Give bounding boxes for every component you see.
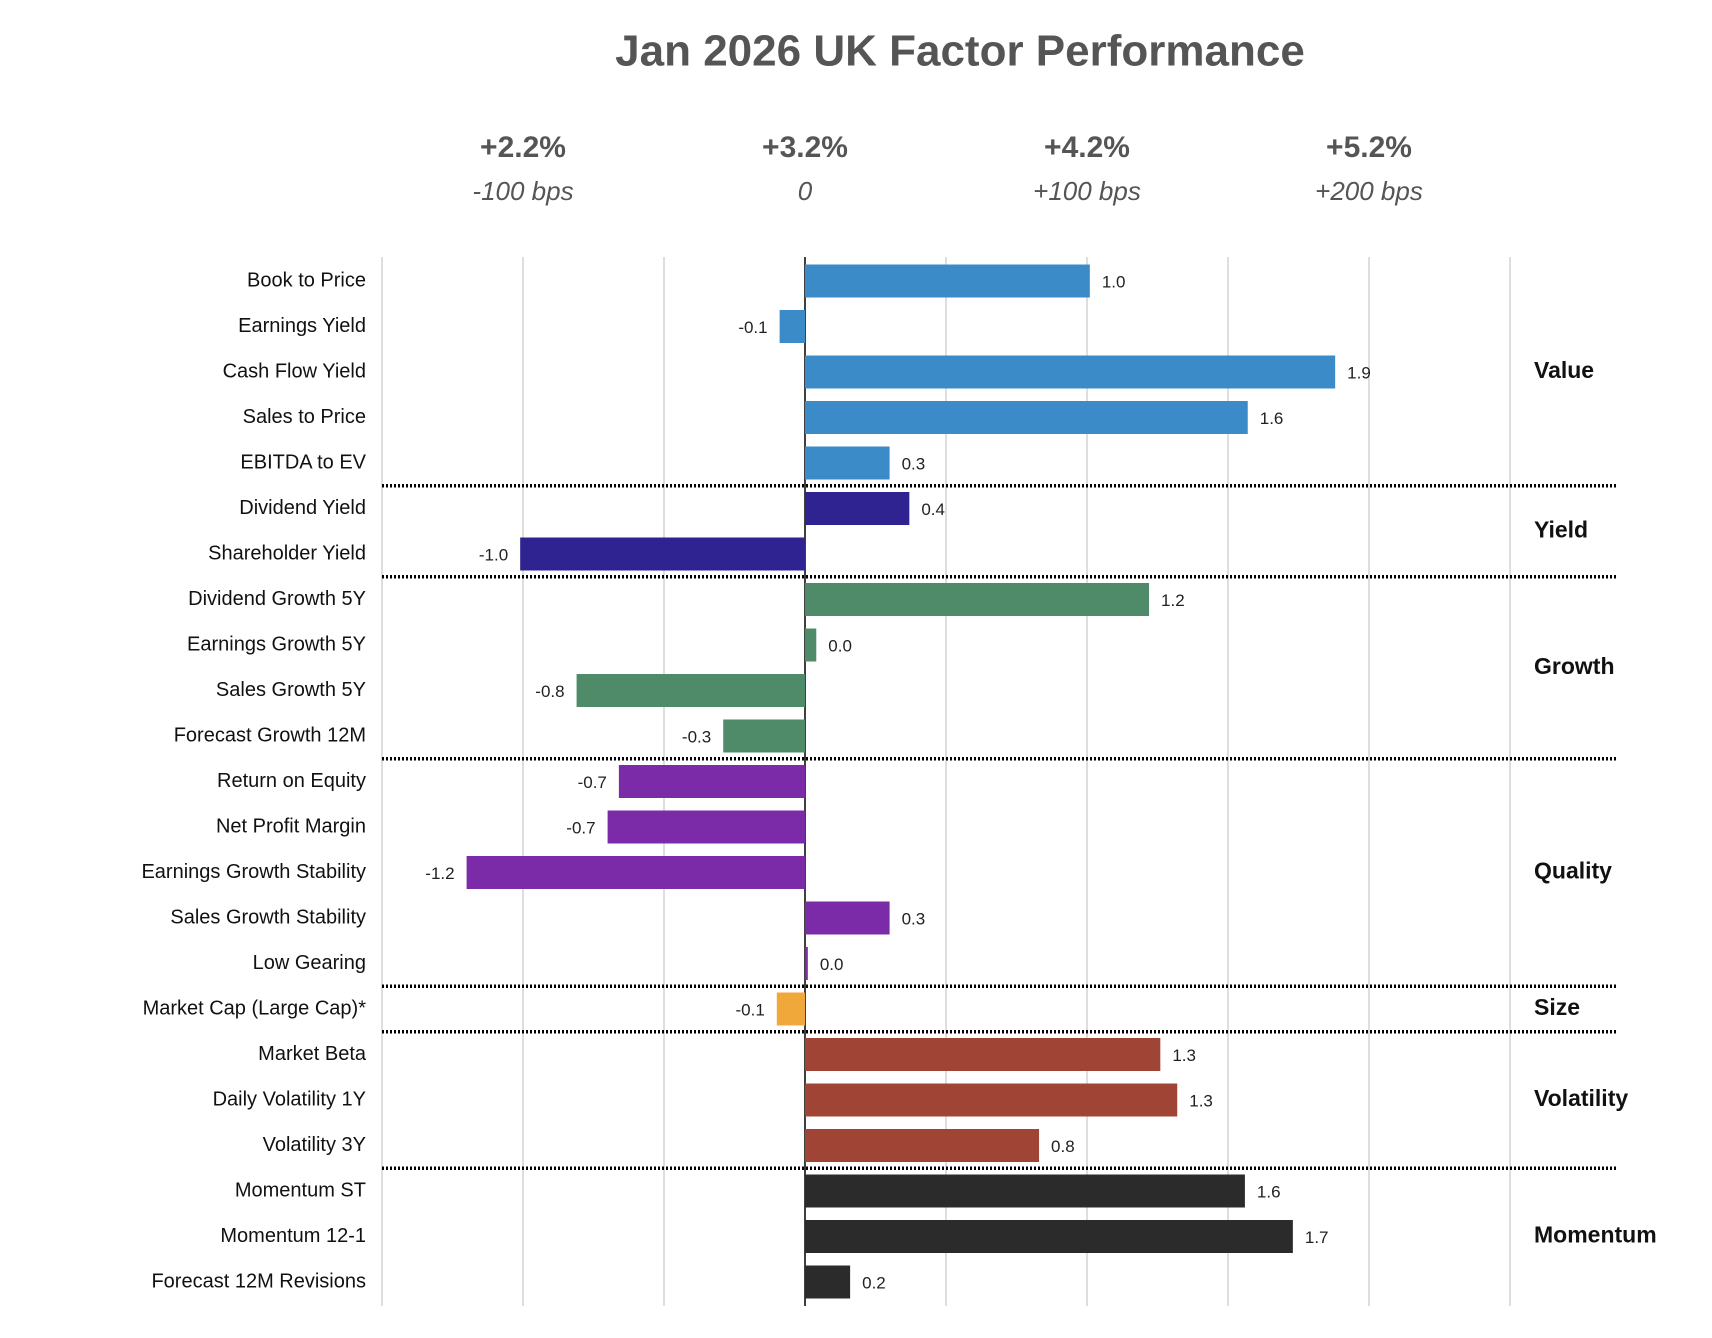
bar: [805, 583, 1150, 616]
y-tick-label: Volatility 3Y: [263, 1134, 366, 1156]
y-tick-label: Forecast Growth 12M: [174, 724, 366, 746]
y-tick-label: Dividend Yield: [239, 497, 366, 519]
bar: [805, 492, 910, 525]
y-tick-label: Sales Growth Stability: [170, 906, 366, 928]
value-label: 0.3: [902, 454, 926, 473]
group-label: Quality: [1534, 858, 1612, 884]
y-tick-label: Momentum ST: [235, 1179, 366, 1201]
value-label: -1.0: [479, 545, 508, 564]
group-label: Yield: [1534, 516, 1588, 542]
top-tick-label: +4.2%: [1044, 131, 1130, 164]
bar: [805, 1083, 1178, 1117]
y-tick-label: Momentum 12-1: [220, 1225, 366, 1247]
bar: [805, 901, 890, 935]
top-tick-sublabel: +100 bps: [1033, 176, 1141, 206]
y-tick-label: Earnings Growth 5Y: [187, 633, 366, 655]
bar: [805, 264, 1090, 298]
chart-title: Jan 2026 UK Factor Performance: [615, 27, 1305, 76]
bar: [576, 674, 805, 707]
y-tick-label: Net Profit Margin: [216, 815, 366, 837]
y-tick-label: Return on Equity: [217, 770, 366, 792]
y-tick-label: Low Gearing: [253, 952, 366, 974]
value-label: 1.3: [1172, 1046, 1196, 1065]
y-tick-label: EBITDA to EV: [240, 451, 366, 473]
value-label: 0.0: [820, 955, 844, 974]
top-tick-sublabel: 0: [798, 176, 813, 206]
value-label: -0.3: [682, 727, 711, 746]
bar: [805, 1220, 1293, 1253]
top-tick-label: +5.2%: [1326, 131, 1412, 164]
value-label: -1.2: [425, 864, 454, 883]
value-label: 1.9: [1347, 363, 1371, 382]
group-label: Growth: [1534, 653, 1615, 679]
bar: [607, 810, 805, 844]
y-tick-label: Book to Price: [247, 269, 366, 291]
bar: [805, 947, 808, 980]
top-tick-label: +2.2%: [480, 131, 566, 164]
group-label: Momentum: [1534, 1222, 1657, 1248]
bar: [805, 628, 817, 662]
y-tick-label: Market Beta: [258, 1043, 367, 1065]
bar: [805, 446, 890, 480]
top-tick-sublabel: -100 bps: [472, 176, 573, 206]
value-label: 1.3: [1189, 1091, 1213, 1110]
y-tick-label: Sales Growth 5Y: [216, 679, 366, 701]
y-tick-label: Cash Flow Yield: [223, 360, 366, 382]
value-label: 0.8: [1051, 1137, 1075, 1156]
group-label: Volatility: [1534, 1085, 1628, 1111]
y-tick-label: Dividend Growth 5Y: [188, 588, 366, 610]
value-label: 0.2: [862, 1273, 886, 1292]
group-label: Size: [1534, 994, 1580, 1020]
bar: [805, 355, 1336, 389]
bar: [805, 1174, 1245, 1208]
value-label: -0.7: [566, 818, 595, 837]
y-tick-label: Earnings Growth Stability: [141, 861, 366, 883]
value-label: -0.8: [535, 682, 564, 701]
bar: [805, 401, 1248, 434]
value-label: 1.6: [1257, 1182, 1281, 1201]
value-label: 1.2: [1161, 591, 1185, 610]
value-label: 0.0: [828, 636, 852, 655]
top-tick-label: +3.2%: [762, 131, 848, 164]
y-tick-label: Daily Volatility 1Y: [213, 1088, 366, 1110]
value-label: -0.7: [578, 773, 607, 792]
bar: [805, 1265, 851, 1299]
bar: [776, 992, 805, 1026]
y-tick-label: Earnings Yield: [238, 315, 366, 337]
bar: [466, 856, 805, 889]
value-label: -0.1: [736, 1000, 765, 1019]
value-label: 0.3: [902, 909, 926, 928]
y-tick-label: Market Cap (Large Cap)*: [143, 997, 367, 1019]
y-tick-label: Forecast 12M Revisions: [151, 1270, 366, 1292]
value-label: -0.1: [738, 318, 767, 337]
value-label: 1.7: [1305, 1228, 1329, 1247]
bar: [805, 1129, 1040, 1162]
bar: [779, 310, 805, 343]
y-tick-label: Sales to Price: [243, 406, 366, 428]
value-label: 0.4: [921, 500, 945, 519]
bar: [805, 1038, 1161, 1071]
group-label: Value: [1534, 357, 1594, 383]
value-label: 1.0: [1102, 272, 1126, 291]
y-tick-label: Shareholder Yield: [208, 542, 366, 564]
bar: [618, 765, 805, 798]
bar: [520, 537, 805, 571]
top-tick-sublabel: +200 bps: [1315, 176, 1423, 206]
value-label: 1.6: [1260, 409, 1284, 428]
bar: [723, 719, 805, 753]
